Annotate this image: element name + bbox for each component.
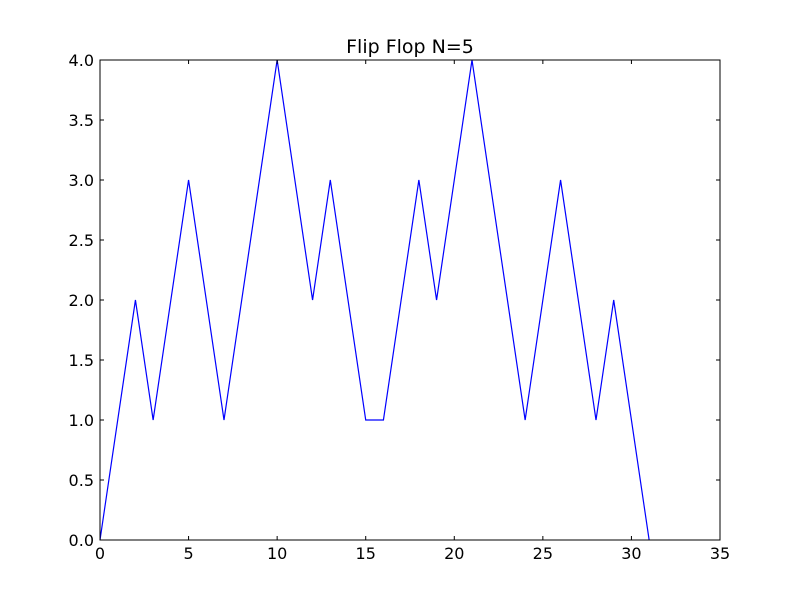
series-line-1 bbox=[99, 59, 650, 541]
y-tick-label: 1.0 bbox=[69, 411, 94, 430]
x-tick-label: 5 bbox=[183, 544, 193, 563]
y-tick-label: 0.5 bbox=[69, 471, 94, 490]
plot-area bbox=[99, 59, 650, 541]
y-tick-label: 2.0 bbox=[69, 291, 94, 310]
y-tick-label: 3.0 bbox=[69, 171, 94, 190]
x-tick-label: 15 bbox=[356, 544, 376, 563]
chart-title: Flip Flop N=5 bbox=[346, 36, 474, 58]
axis-ticks: 0 5 10 15 20 25 30 35 0.0 0.5 1.0 1.5 2.0 2.5 3.0 3.5 4.… bbox=[69, 51, 731, 563]
x-tick-label: 35 bbox=[710, 544, 730, 563]
x-tick-label: 20 bbox=[444, 544, 464, 563]
x-tick-label: 10 bbox=[267, 544, 287, 563]
x-tick-label: 30 bbox=[621, 544, 641, 563]
y-tick-label: 3.5 bbox=[69, 111, 94, 130]
x-tick-label: 0 bbox=[95, 544, 105, 563]
y-tick-label: 1.5 bbox=[69, 351, 94, 370]
y-tick-label: 2.5 bbox=[69, 231, 94, 250]
axes-frame bbox=[99, 59, 721, 541]
x-tick-label: 25 bbox=[533, 544, 553, 563]
y-tick-label: 4.0 bbox=[69, 51, 94, 70]
y-tick-label: 0.0 bbox=[69, 531, 94, 550]
